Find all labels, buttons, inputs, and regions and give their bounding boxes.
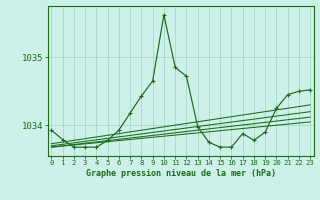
- X-axis label: Graphe pression niveau de la mer (hPa): Graphe pression niveau de la mer (hPa): [86, 169, 276, 178]
